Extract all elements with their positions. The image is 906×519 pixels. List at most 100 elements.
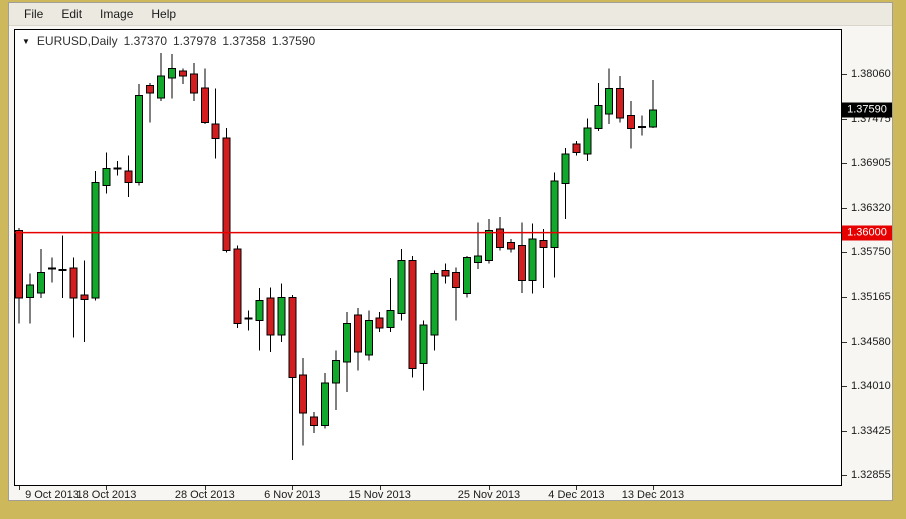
time-tick-dash (576, 486, 578, 490)
candle-bull (168, 53, 177, 99)
quote-open: 1.37370 (123, 34, 167, 48)
candle-body (80, 294, 89, 301)
candle-bear (189, 63, 198, 101)
candle-body (288, 296, 297, 379)
quote-high: 1.37978 (173, 34, 217, 48)
candle-bear (408, 255, 417, 378)
time-tick-dash (652, 486, 654, 490)
candle-body (58, 269, 67, 272)
candle-bull (419, 320, 428, 391)
candle-body (25, 284, 34, 298)
price-tick-label: 1.32855 (851, 468, 891, 481)
candle-body (146, 84, 155, 94)
menu-item-help[interactable]: Help (151, 7, 177, 21)
candle-bear (222, 127, 231, 253)
candle-bull (277, 283, 286, 343)
candle-bull (638, 115, 647, 136)
candle-body (364, 319, 373, 356)
candle-body (517, 245, 526, 281)
price-axis[interactable]: 1.38060 1.37475 1.36905 1.36320 1.35750 1.351… (842, 29, 892, 486)
menu-item-image[interactable]: Image (100, 7, 134, 21)
candle-bull (331, 350, 340, 410)
price-tick-dash (842, 162, 847, 164)
candle-body (474, 255, 483, 264)
candle-body (408, 259, 417, 369)
candle-bull (583, 118, 592, 161)
price-tick-dash (842, 73, 847, 75)
candlestick-chart[interactable] (15, 30, 841, 485)
candle-body (47, 267, 56, 270)
candle-body (506, 242, 515, 250)
time-axis[interactable]: 9 Oct 2013 18 Oct 2013 28 Oct 2013 6 Nov 20… (14, 486, 842, 501)
candle-body (310, 416, 319, 426)
candle-body (244, 317, 253, 320)
candle-body (233, 248, 242, 325)
time-tick-dash (106, 486, 108, 490)
candle-body (15, 229, 23, 299)
quote-low: 1.37358 (222, 34, 266, 48)
price-tick-dash (842, 207, 847, 209)
candle-bear (517, 222, 526, 293)
time-tick-dash (19, 486, 20, 490)
price-tick-label: 1.35165 (851, 290, 891, 303)
candle-bull (321, 372, 330, 429)
candle-body (627, 115, 636, 130)
price-tick-label: 1.34010 (851, 379, 891, 392)
candle-bull (36, 248, 45, 299)
candle-body (102, 168, 111, 187)
price-tick-dash (842, 474, 847, 476)
candle-bear (627, 100, 636, 149)
candle-bear (572, 140, 581, 156)
candle-body (157, 75, 166, 99)
chart-header: ▼ EURUSD,Daily 1.37370 1.37978 1.37358 1.3759… (22, 34, 315, 48)
candle-bull (528, 223, 537, 294)
chevron-down-icon[interactable]: ▼ (22, 37, 30, 46)
candle-body (255, 299, 264, 321)
candle-bear (353, 308, 362, 371)
candle-bear (200, 68, 209, 125)
candle-bull (255, 288, 264, 351)
candle-body (113, 167, 122, 170)
candle-bull (135, 83, 144, 186)
candle-bull (430, 270, 439, 351)
price-tick-label: 1.35750 (851, 245, 891, 258)
candle-body (168, 68, 177, 79)
candle-bear (310, 412, 319, 433)
candle-bear (441, 263, 450, 284)
candle-bear (616, 76, 625, 123)
candle-bull (58, 235, 67, 299)
candle-bear (539, 228, 548, 289)
time-tick-label: 9 Oct 2013 (25, 489, 79, 501)
candle-body (452, 272, 461, 288)
time-tick-dash (292, 486, 294, 490)
menu-item-edit[interactable]: Edit (61, 7, 83, 21)
time-tick-label: 4 Dec 2013 (548, 489, 605, 501)
candle-bull (648, 80, 657, 129)
menu-item-file[interactable]: File (24, 7, 44, 21)
candle-bull (91, 171, 100, 301)
candle-body (124, 170, 133, 184)
candle-bull (386, 278, 395, 333)
candle-body (375, 317, 384, 329)
candle-body (200, 87, 209, 123)
candle-bull (364, 310, 373, 361)
candle-body (539, 239, 548, 248)
candle-body (484, 229, 493, 261)
price-tick-dash (842, 385, 847, 387)
time-tick-label: 18 Oct 2013 (76, 489, 137, 501)
candle-bear (178, 68, 187, 84)
candle-body (638, 125, 647, 128)
current-price-box: 1.37590 (842, 102, 892, 118)
time-tick-dash (379, 486, 381, 490)
chart-panel: ▼ EURUSD,Daily 1.37370 1.37978 1.37358 1.3759… (14, 29, 842, 486)
price-tick-dash (842, 342, 847, 344)
candle-body (178, 70, 187, 77)
candle-bear (15, 228, 23, 324)
candle-body (495, 228, 504, 248)
candle-body (397, 259, 406, 315)
price-tick-label: 1.36320 (851, 201, 891, 214)
candle-bull (25, 273, 34, 324)
chart-symbol-label: EURUSD,Daily (36, 34, 118, 48)
candle-body (299, 374, 308, 414)
candle-bear (452, 267, 461, 321)
